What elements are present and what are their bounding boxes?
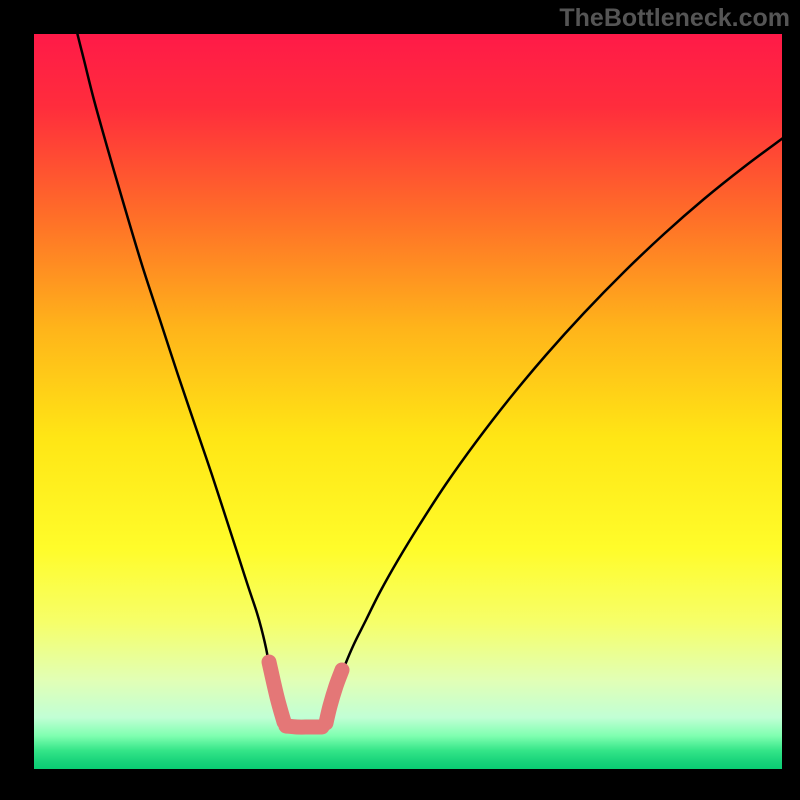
- thick-mark-0: [269, 662, 284, 722]
- curve-left: [70, 0, 278, 707]
- chart-container: TheBottleneck.com: [0, 0, 800, 800]
- watermark-text: TheBottleneck.com: [559, 4, 790, 33]
- thick-mark-1: [286, 726, 322, 727]
- curve-right: [328, 138, 783, 713]
- thick-mark-2: [326, 670, 342, 723]
- curve-overlay: [0, 0, 800, 800]
